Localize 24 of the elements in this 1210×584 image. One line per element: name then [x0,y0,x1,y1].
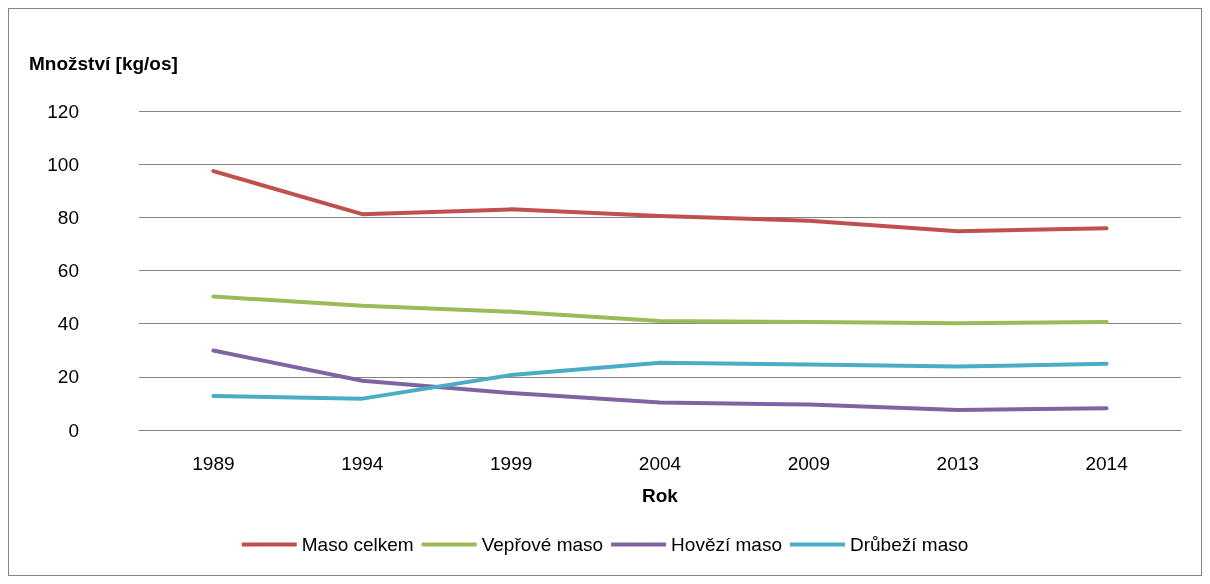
x-tick-label: 2009 [787,453,830,474]
legend-label: Drůbeží maso [849,534,969,555]
x-tick-label: 1989 [192,453,235,474]
x-tick-label: 2004 [638,453,682,474]
x-tick-label: 1999 [490,453,533,474]
y-tick-label: 120 [47,100,79,122]
line-series [211,169,1109,234]
legend-label: Maso celkem [301,534,414,555]
line-series [211,348,1109,413]
y-axis-title: Množství [kg/os] [29,53,178,74]
y-tick-label: 60 [57,260,79,281]
x-tick-label: 1994 [341,453,384,474]
line-series [211,294,1109,326]
x-tick-label: 2014 [1085,453,1129,474]
y-tick-label: 100 [47,153,79,175]
x-axis-title: Rok [642,485,679,506]
y-tick-label: 0 [68,419,79,441]
x-tick-label: 2013 [936,453,979,474]
legend-label: Hovězí maso [671,534,782,555]
y-tick-label: 40 [57,313,79,335]
legend-label: Vepřové maso [481,534,604,555]
line-series [211,360,1109,401]
y-tick-label: 20 [57,366,79,388]
y-tick-label: 80 [57,206,79,228]
